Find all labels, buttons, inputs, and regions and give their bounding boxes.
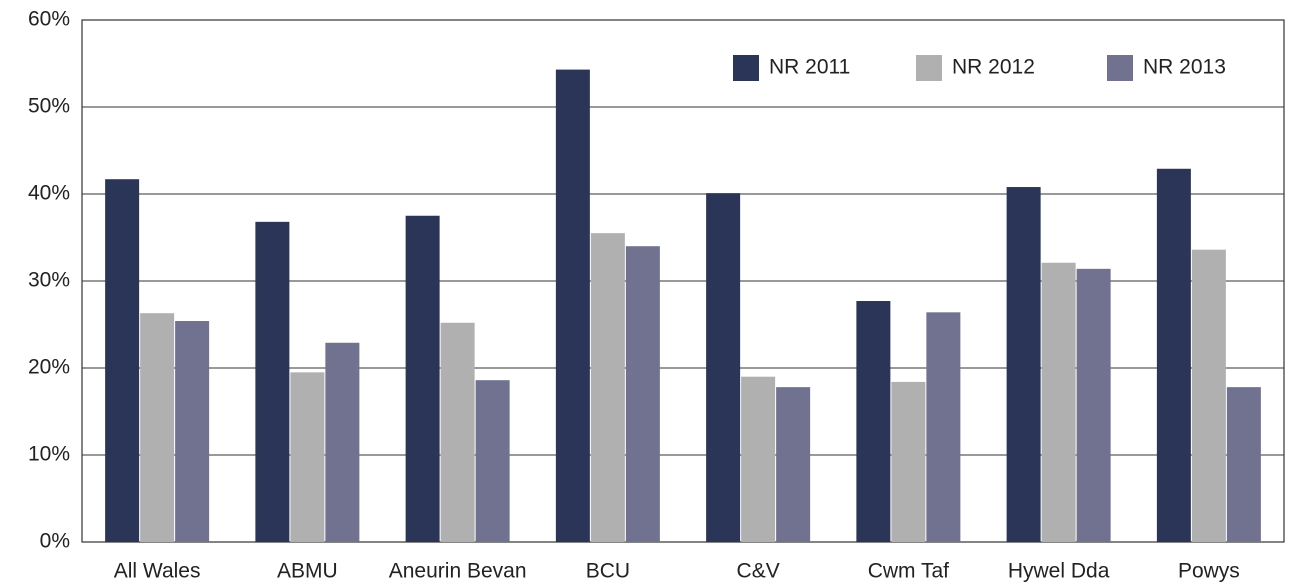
legend-swatch: [733, 55, 759, 81]
x-tick-label: Aneurin Bevan: [389, 560, 527, 583]
y-tick-label: 40%: [28, 182, 70, 205]
y-tick-label: 0%: [40, 530, 70, 553]
legend-swatch: [916, 55, 942, 81]
bar: [590, 233, 625, 542]
bar: [405, 215, 440, 542]
legend-label: NR 2013: [1143, 56, 1226, 79]
y-tick-label: 20%: [28, 356, 70, 379]
y-tick-label: 10%: [28, 443, 70, 466]
bar: [440, 322, 475, 542]
x-tick-label: Hywel Dda: [1008, 560, 1110, 583]
y-tick-label: 60%: [28, 8, 70, 31]
x-tick-label: BCU: [586, 560, 630, 583]
bar: [1191, 249, 1226, 542]
x-tick-label: Cwm Taf: [868, 560, 949, 583]
bar: [1041, 262, 1076, 542]
bar: [1156, 168, 1191, 542]
bar: [475, 380, 510, 542]
bar: [625, 246, 660, 542]
bar: [325, 342, 360, 542]
x-tick-label: Powys: [1178, 560, 1240, 583]
x-tick-label: ABMU: [277, 560, 338, 583]
y-tick-label: 30%: [28, 269, 70, 292]
bar: [926, 312, 961, 542]
legend-label: NR 2011: [769, 56, 850, 79]
bar: [1006, 187, 1041, 543]
bar: [741, 376, 776, 542]
bar: [776, 387, 811, 542]
bar: [706, 193, 741, 542]
bar: [255, 221, 290, 542]
x-tick-label: C&V: [737, 560, 780, 583]
legend-label: NR 2012: [952, 56, 1035, 79]
bar: [1076, 268, 1111, 542]
bar: [290, 372, 325, 542]
y-tick-label: 50%: [28, 95, 70, 118]
bar: [140, 313, 175, 542]
bar: [175, 321, 210, 542]
bar: [856, 301, 891, 542]
bar: [1226, 387, 1261, 542]
bar: [555, 69, 590, 542]
x-tick-label: All Wales: [114, 560, 201, 583]
bar: [891, 381, 926, 542]
bar: [105, 179, 140, 542]
legend-swatch: [1107, 55, 1133, 81]
